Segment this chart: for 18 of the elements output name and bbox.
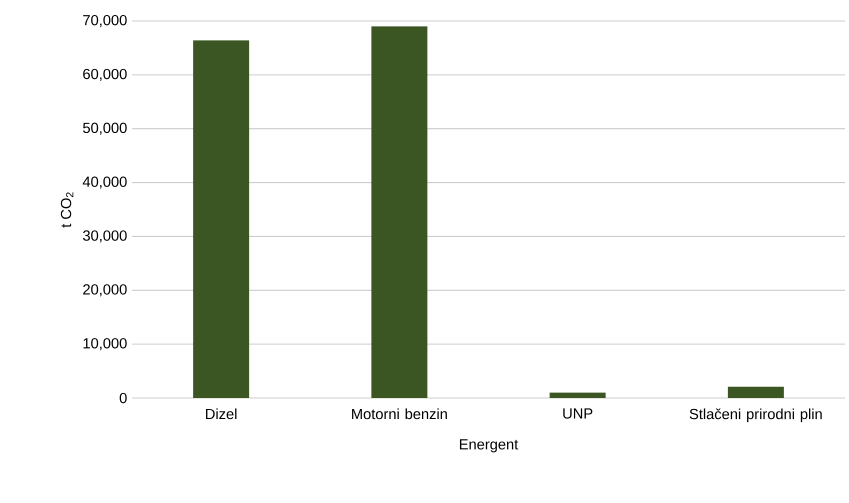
y-tick-label: 20,000 — [83, 284, 127, 296]
bar — [193, 40, 250, 398]
x-tick-label: Motorni benzin — [352, 408, 447, 420]
y-tick-label: 50,000 — [83, 122, 127, 135]
x-tick-label: Stlačeni prirodni plin — [690, 408, 822, 422]
x-axis-title: Energent — [460, 439, 518, 452]
bar — [371, 26, 428, 398]
x-tick-label: UNP — [563, 408, 592, 419]
y-tick-label: 60,000 — [83, 68, 127, 81]
x-tick-label: Dizel — [206, 408, 236, 420]
y-axis-title: t CO$_{2}$ — [60, 192, 74, 228]
y-tick-label: 10,000 — [84, 338, 127, 350]
y-tick-label: 0 — [120, 392, 127, 404]
y-tick-label: 40,000 — [82, 176, 127, 189]
y-tick-label: 30,000 — [82, 230, 127, 242]
y-tick-label: 70,000 — [83, 14, 127, 28]
bar — [728, 386, 784, 398]
bar — [550, 392, 606, 398]
